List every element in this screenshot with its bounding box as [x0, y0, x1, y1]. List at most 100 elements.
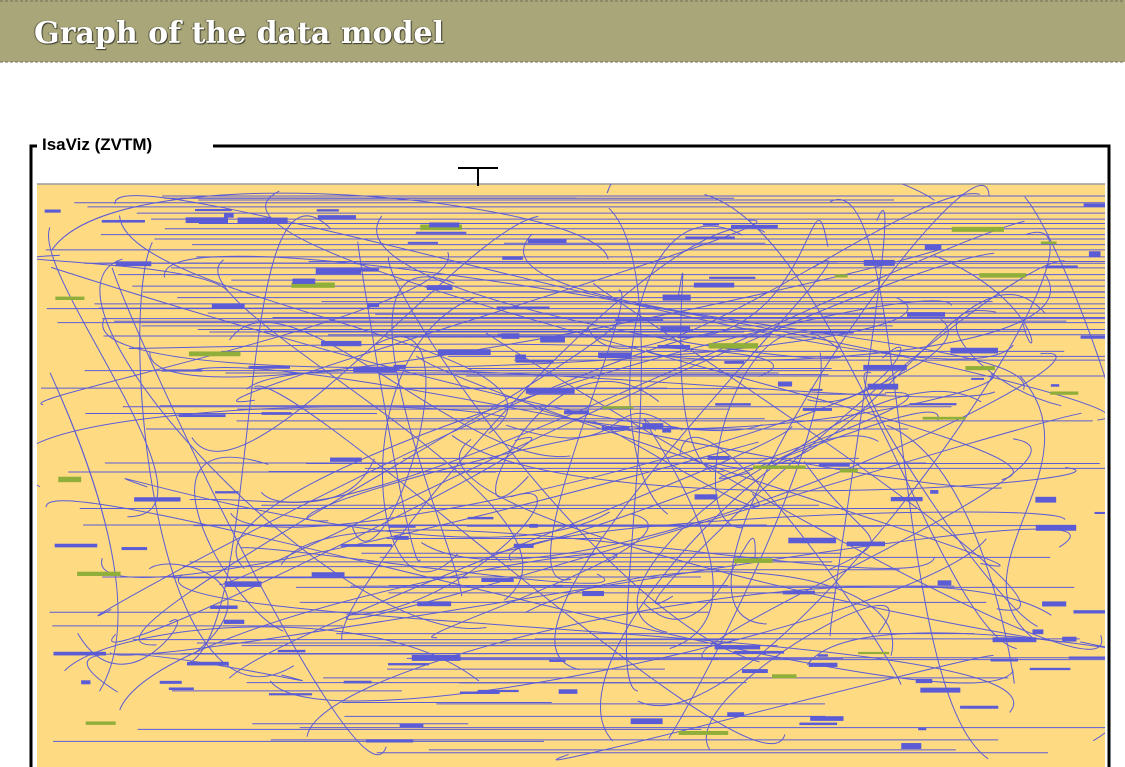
graph-node-label [55, 544, 98, 548]
graph-node-label [408, 242, 438, 244]
graph-node-label [993, 637, 1037, 642]
graph-node-label [979, 273, 1026, 277]
graph-node-label [225, 581, 262, 587]
graph-node-label [991, 659, 1018, 662]
graph-node-label [916, 679, 933, 683]
graph-node-label [195, 209, 232, 211]
graph-node-label [864, 260, 895, 266]
graph-node-label [803, 408, 832, 411]
graph-node-label [1032, 629, 1043, 634]
graph-node-label [1041, 241, 1057, 244]
graph-node-label [799, 723, 837, 725]
graph-node-label [417, 601, 451, 606]
graph-node-label [788, 538, 836, 544]
graph-node-label [1089, 251, 1101, 256]
graph-node-label [549, 659, 565, 661]
graph-node-label [554, 585, 563, 588]
graph-node-label [920, 688, 960, 693]
graph-node-label [498, 334, 511, 337]
graph-node-label [86, 721, 116, 724]
graph-node-label [529, 524, 538, 528]
graph-node-label [481, 578, 513, 582]
graph-node-label [868, 384, 899, 390]
graph-node-label [429, 222, 459, 227]
graph-node-label [923, 417, 966, 420]
graph-node-label [122, 547, 148, 550]
graph-node-label [516, 360, 554, 362]
graph-node-label [224, 213, 234, 218]
graph-node-label [1036, 525, 1076, 531]
graph-node-label [679, 731, 729, 735]
graph-node-label [810, 331, 853, 333]
graph-node-label [162, 369, 203, 371]
graph-node-label [642, 423, 663, 428]
page: Graph of the data model IsaViz (ZVTM) ((… [0, 0, 1125, 767]
graph-node-label [497, 306, 550, 309]
graph-node-label [715, 645, 761, 649]
graph-node-label [715, 403, 751, 406]
graph-node-label [1084, 203, 1125, 206]
graph-node-label [210, 605, 238, 608]
graph-node-label [317, 209, 339, 211]
graph-node-label [910, 403, 957, 405]
graph-node-label [416, 232, 467, 234]
graph-node-label [55, 297, 84, 300]
graph-node-label [694, 283, 734, 288]
graph-node-label [224, 620, 245, 624]
graph-node-label [1050, 391, 1078, 394]
graph-node-label [930, 490, 938, 494]
graph-node-label [819, 463, 850, 467]
graph-node-label [660, 326, 690, 332]
graph-node-label [526, 389, 575, 394]
graph-node-label [528, 239, 567, 244]
graph-node-label [582, 591, 604, 596]
graph-node-label [891, 497, 923, 501]
graph-node-label [53, 652, 106, 656]
graph-node-label [1051, 384, 1059, 387]
graph-node-label [703, 223, 719, 225]
graph-node-label [709, 277, 755, 279]
graph-node-label [1035, 497, 1056, 503]
graph-node-label [858, 652, 889, 654]
graph-node-label [809, 663, 838, 667]
graph-node-label [646, 719, 655, 724]
graph-node-label [540, 337, 565, 343]
graph-node-label [1069, 656, 1120, 658]
graph-node-label [810, 716, 843, 721]
graph-node-label [262, 412, 292, 415]
graph-node-label [341, 544, 392, 547]
graph-node-label [1073, 610, 1113, 613]
graph-node-label [460, 692, 500, 694]
graph-node-label [840, 469, 858, 473]
graph-node-label [602, 426, 630, 430]
graph-node-label [662, 429, 671, 432]
graph-node-label [102, 220, 145, 223]
graph-node-label [598, 352, 632, 358]
graph-node-label [1030, 668, 1071, 670]
graph-node-label [186, 217, 228, 223]
graph-node-label [742, 669, 768, 673]
graph-node-label [238, 218, 288, 223]
graph-node-label [269, 693, 312, 695]
graph-node-label [77, 572, 121, 576]
graph-node-label [772, 674, 796, 678]
graph-node-label [394, 365, 406, 369]
graph-node-label [818, 654, 828, 656]
graph-node-label [938, 580, 952, 585]
graph-node-label [960, 706, 998, 709]
graph-node-label [685, 236, 735, 239]
graph-node-label [515, 354, 526, 359]
graph-node-label [657, 345, 690, 349]
graph-node-label [1042, 601, 1066, 606]
graph-node-label [312, 572, 345, 576]
graph-node-label [695, 494, 718, 499]
screenshot: Graph of the data model IsaViz (ZVTM) [0, 0, 1125, 767]
graph-node-label [318, 215, 356, 220]
graph-node-label [971, 378, 984, 380]
graph-node-label [215, 491, 239, 493]
graph-node-label [278, 650, 306, 652]
graph-node-label [134, 497, 180, 501]
graph-node-label [334, 268, 379, 271]
graph-node-label [116, 261, 152, 266]
page-title: Graph of the data model [34, 16, 444, 51]
